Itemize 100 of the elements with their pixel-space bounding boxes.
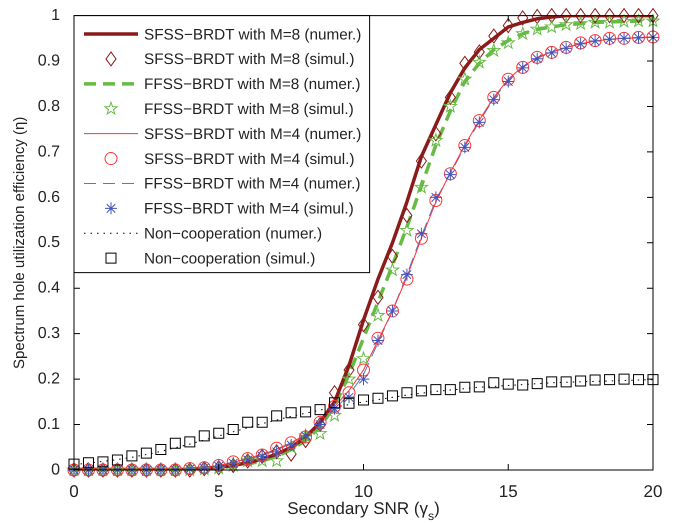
point xyxy=(532,9,543,24)
point xyxy=(328,400,342,413)
point xyxy=(198,430,210,442)
point xyxy=(488,28,500,44)
point xyxy=(618,8,630,24)
point xyxy=(300,432,312,448)
point xyxy=(314,416,327,429)
y-tick-label: 1 xyxy=(51,7,60,24)
point xyxy=(170,438,181,449)
point xyxy=(590,374,601,386)
point xyxy=(284,436,298,450)
point xyxy=(590,8,601,24)
point xyxy=(358,317,369,332)
point xyxy=(271,410,282,422)
point xyxy=(68,458,80,470)
y-tick-label: 0.1 xyxy=(38,416,60,433)
point xyxy=(560,376,572,388)
point xyxy=(633,8,644,24)
point xyxy=(328,408,342,422)
point xyxy=(517,10,528,26)
point xyxy=(140,448,152,459)
point xyxy=(575,8,586,24)
point xyxy=(416,154,427,169)
point xyxy=(213,428,224,439)
point xyxy=(184,436,196,448)
legend-label: SFSS−BRDT with M=8 (simul.) xyxy=(144,51,355,68)
point xyxy=(444,384,456,396)
point xyxy=(604,374,616,386)
point xyxy=(516,26,530,40)
y-tick-label: 0.4 xyxy=(38,280,60,297)
point xyxy=(386,390,398,402)
point xyxy=(559,18,573,30)
legend-label: SFSS−BRDT with M=4 (numer.) xyxy=(144,126,362,143)
point xyxy=(458,72,472,85)
point xyxy=(386,248,398,264)
point xyxy=(430,384,442,396)
point xyxy=(532,378,543,390)
point xyxy=(372,392,384,404)
point xyxy=(270,454,284,467)
point xyxy=(416,385,427,396)
point xyxy=(344,398,355,409)
point xyxy=(604,8,616,24)
legend-label: FFSS−BRDT with M=8 (simul.) xyxy=(144,100,354,118)
point xyxy=(329,397,340,408)
point xyxy=(618,374,630,385)
point xyxy=(242,416,254,428)
point xyxy=(126,450,138,462)
point xyxy=(530,22,544,35)
y-tick-label: 0.3 xyxy=(38,325,60,342)
point xyxy=(546,376,558,388)
point xyxy=(474,44,485,60)
point xyxy=(430,126,442,142)
point xyxy=(357,372,370,386)
point xyxy=(356,352,370,364)
point xyxy=(444,90,456,105)
point xyxy=(255,454,269,467)
point xyxy=(97,456,108,468)
point xyxy=(342,372,356,385)
point xyxy=(487,93,500,106)
point xyxy=(286,407,297,418)
point xyxy=(372,290,384,305)
point xyxy=(646,14,660,27)
point xyxy=(575,375,586,386)
point xyxy=(472,55,486,68)
legend-label: FFSS−BRDT with M=4 (numer.) xyxy=(144,176,360,193)
legend-label: FFSS−BRDT with M=8 (numer.) xyxy=(144,76,360,94)
point xyxy=(588,15,602,28)
point xyxy=(414,180,428,194)
y-tick-label: 0.8 xyxy=(38,98,60,115)
legend-label: SFSS−BRDT with M=8 (numer.) xyxy=(144,26,362,44)
point xyxy=(400,224,414,236)
y-tick-label: 0.6 xyxy=(38,188,60,206)
point xyxy=(344,362,355,378)
x-tick-label: 15 xyxy=(498,482,518,501)
point xyxy=(502,18,514,34)
legend-label: Non−cooperation (simul.) xyxy=(144,250,316,268)
legend-label: FFSS−BRDT with M=4 (simul.) xyxy=(144,200,354,218)
point xyxy=(617,14,631,28)
point xyxy=(546,8,558,24)
point xyxy=(488,377,500,388)
point xyxy=(400,268,414,282)
point xyxy=(342,386,356,400)
point xyxy=(487,44,500,56)
point xyxy=(574,16,588,30)
point xyxy=(633,374,644,386)
point xyxy=(358,394,369,406)
point xyxy=(459,382,470,393)
point xyxy=(300,406,312,418)
point xyxy=(648,374,658,386)
x-tick-label: 5 xyxy=(214,482,224,501)
point xyxy=(314,404,326,416)
point xyxy=(313,426,327,440)
y-tick-label: 0.9 xyxy=(38,52,60,70)
point xyxy=(444,99,458,112)
point xyxy=(329,385,340,400)
y-tick-label: 0.7 xyxy=(38,143,60,160)
x-tick-label: 20 xyxy=(644,482,662,501)
point xyxy=(414,227,428,240)
point xyxy=(112,454,123,466)
point xyxy=(560,8,572,24)
